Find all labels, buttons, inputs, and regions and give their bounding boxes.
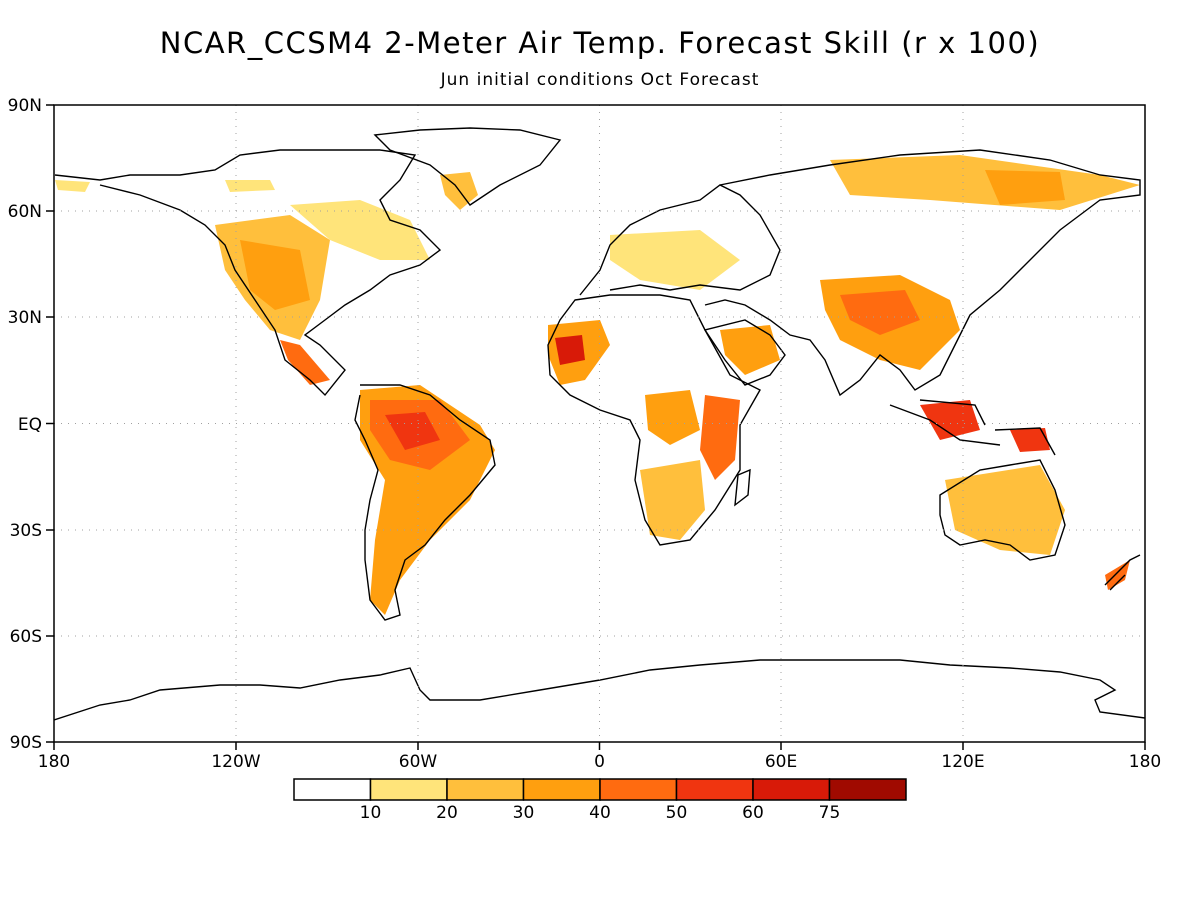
colorbar-label: 50: [666, 803, 688, 823]
coastline-south-america: [354, 384, 496, 621]
colorbar: 10 20 30 40 50 60 75: [293, 778, 907, 823]
lon-label-120w: 120W: [211, 752, 260, 772]
skill-region-mexico: [280, 340, 330, 385]
coastline-indonesia: [889, 399, 1056, 456]
lon-labels: 180 120W 60W 0 60E 120E 180: [38, 752, 1161, 772]
colorbar-swatch: [446, 778, 525, 801]
coastline-madagascar: [734, 468, 751, 507]
skill-region-new-guinea: [1010, 428, 1050, 452]
coastline-europe: [579, 184, 781, 296]
colorbar-label: 20: [436, 803, 458, 823]
lat-label-90s: 90S: [10, 733, 42, 753]
lat-label-eq: EQ: [18, 415, 42, 435]
colorbar-swatch: [522, 778, 601, 801]
colorbar-swatch: [369, 778, 448, 801]
skill-region-arabia: [720, 325, 780, 375]
skill-region-alaska: [55, 180, 90, 192]
colorbar-swatch: [675, 778, 754, 801]
colorbar-label: 75: [819, 803, 841, 823]
coastline-asia: [704, 149, 1141, 397]
lon-label-180w: 180: [38, 752, 70, 772]
skill-region-siberia-core: [985, 170, 1065, 205]
lat-label-30n: 30N: [8, 308, 42, 328]
lon-label-120e: 120E: [941, 752, 984, 772]
coastline-antarctica: [54, 659, 1145, 721]
coastline-north-america: [54, 149, 442, 397]
coastline-australia: [939, 459, 1066, 561]
map-title: NCAR_CCSM4 2-Meter Air Temp. Forecast Sk…: [159, 26, 1041, 60]
coastline-africa: [547, 294, 761, 546]
skill-region-east-africa: [700, 395, 740, 480]
skill-region-canada: [290, 200, 430, 260]
lat-labels: 90N 60N 30N EQ 30S 60S 90S: [8, 96, 42, 753]
colorbar-swatch: [752, 778, 831, 801]
lon-label-60e: 60E: [765, 752, 797, 772]
lat-label-30s: 30S: [10, 521, 42, 541]
skill-region-indonesia: [920, 400, 980, 440]
colorbar-swatch: [293, 778, 372, 801]
skill-region-amazon-core: [385, 412, 440, 450]
skill-region-europe: [610, 230, 740, 290]
skill-region-australia: [945, 465, 1065, 555]
skill-region-southern-africa: [640, 460, 705, 540]
colorbar-label: 40: [589, 803, 611, 823]
lat-label-90n: 90N: [8, 96, 42, 116]
skill-region-tibet-china: [840, 290, 920, 335]
coastline-arabia: [703, 319, 786, 386]
map-subtitle: Jun initial conditions Oct Forecast: [440, 70, 760, 90]
coastlines: [54, 127, 1145, 721]
lon-label-180e: 180: [1129, 752, 1161, 772]
coastline-greenland: [373, 127, 562, 206]
skill-region-north-america-core: [240, 240, 310, 310]
lat-label-60n: 60N: [8, 202, 42, 222]
skill-shading: [55, 155, 1140, 615]
lon-label-0: 0: [594, 752, 605, 772]
tick-marks: [46, 104, 1146, 750]
colorbar-swatch: [828, 778, 907, 801]
colorbar-label: 60: [742, 803, 764, 823]
colorbar-label: 30: [513, 803, 535, 823]
skill-region-new-zealand: [1105, 560, 1130, 590]
colorbar-swatch: [599, 778, 678, 801]
skill-region-sahara-core: [555, 335, 585, 365]
colorbar-label: 10: [360, 803, 382, 823]
lat-label-60s: 60S: [10, 627, 42, 647]
lon-label-60w: 60W: [399, 752, 438, 772]
coastline-new-zealand: [1104, 554, 1141, 591]
skill-region-arctic-canada: [225, 180, 275, 192]
skill-region-central-africa: [645, 390, 700, 445]
